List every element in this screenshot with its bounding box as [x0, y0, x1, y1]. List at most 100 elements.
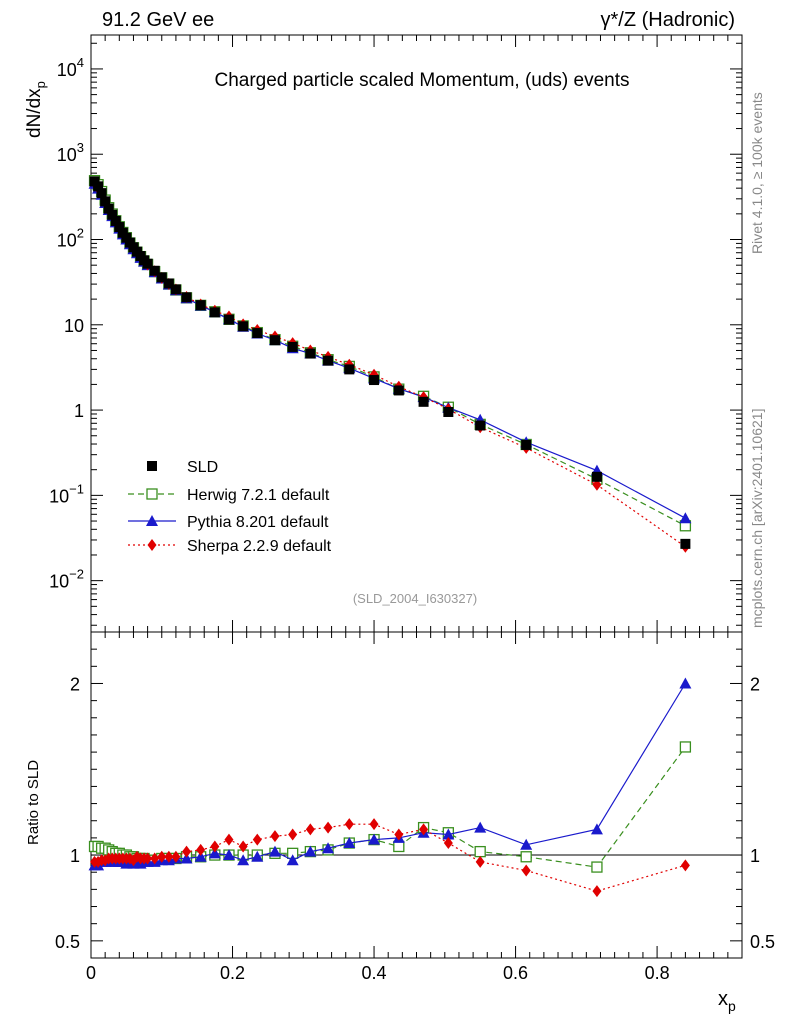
data-point [521, 439, 532, 450]
ratio-point [590, 823, 603, 835]
data-point [142, 258, 153, 269]
ratio-point [419, 823, 429, 836]
x-axis-label: xp [718, 988, 736, 1014]
data-point [418, 396, 429, 407]
data-point [679, 512, 692, 524]
ratio-point [196, 843, 206, 856]
x-tick-label: 0.4 [362, 963, 387, 983]
y-tick-label: 104 [57, 55, 84, 80]
y-tick-label: 10−2 [49, 567, 84, 592]
ratio-point [369, 818, 379, 831]
ratio-point [679, 741, 692, 753]
data-point [238, 321, 249, 332]
data-point [93, 181, 104, 192]
ratio-point [443, 837, 453, 850]
series-line [94, 182, 686, 548]
data-point [209, 307, 220, 318]
data-point [680, 538, 691, 549]
data-point [107, 209, 118, 220]
ratio-tick-label: 2 [70, 674, 80, 694]
ratio-point [208, 847, 221, 859]
ratio-point [224, 833, 234, 846]
ratio-point [270, 830, 280, 843]
x-tick-label: 0.2 [220, 963, 245, 983]
ratio-y-axis-label: Ratio to SLD [25, 760, 42, 845]
ratio-tick-label-right: 0.5 [750, 932, 775, 952]
ratio-point [143, 852, 153, 865]
analysis-label: (SLD_2004_I630327) [353, 591, 477, 606]
ratio-point [591, 861, 603, 873]
legend-marker [147, 461, 157, 471]
series-pythia [88, 177, 692, 871]
ratio-point [268, 845, 281, 857]
legend-marker [146, 488, 158, 500]
data-point [195, 300, 206, 311]
legend-marker [146, 515, 158, 526]
ratio-point [521, 864, 531, 877]
ratio-point [182, 845, 192, 858]
data-point [110, 215, 121, 226]
ratio-point [305, 823, 315, 836]
ratio-point [679, 677, 692, 689]
x-tick-label: 0.6 [503, 963, 528, 983]
ratio-point [150, 852, 160, 865]
ratio-tick-label: 0.5 [55, 932, 80, 952]
ratio-point [368, 833, 381, 845]
data-point [149, 265, 160, 276]
ratio-point [322, 842, 335, 854]
data-point [96, 188, 107, 199]
data-point [223, 314, 234, 325]
energy-label: 91.2 GeV ee [102, 9, 214, 31]
ratio-point [252, 833, 262, 846]
ratio-tick-label-right: 2 [750, 674, 760, 694]
y-tick-label: 103 [57, 140, 84, 165]
ratio-point [157, 850, 167, 863]
legend-label: Herwig 7.2.1 default [187, 487, 330, 504]
legend-label: Sherpa 2.2.9 default [187, 538, 332, 555]
ratio-point [251, 850, 264, 862]
ratio-point [344, 818, 354, 831]
ratio-point [475, 855, 485, 868]
ratio-point [592, 885, 602, 898]
ratio-point [288, 828, 298, 841]
ratio-point [474, 821, 487, 833]
legend-label: Pythia 8.201 default [187, 514, 329, 531]
data-point [443, 406, 454, 417]
ratio-point [304, 845, 317, 857]
data-point [323, 355, 334, 366]
rivet-label: Rivet 4.1.0, ≥ 100k events [749, 92, 765, 254]
legend: SLD Herwig 7.2.1 default Pythia 8.201 defa… [128, 459, 332, 555]
data-point [163, 278, 174, 289]
plot-title: Charged particle scaled Momentum, (uds) … [214, 70, 629, 91]
data-point [393, 385, 404, 396]
ratio-point [237, 854, 250, 866]
ratio-point [164, 850, 174, 863]
legend-label: SLD [187, 459, 218, 476]
x-tick-label: 0 [86, 963, 96, 983]
ratio-point [210, 840, 220, 853]
ratio-point [343, 837, 356, 849]
ratio-point [171, 850, 181, 863]
ratio-tick-label-right: 1 [750, 846, 760, 866]
data-point [475, 420, 486, 431]
y-axis-label: dN/dxp [24, 81, 48, 138]
legend-marker [147, 539, 157, 551]
ratio-point [323, 821, 333, 834]
series-group [88, 174, 692, 898]
ratio-point [680, 859, 690, 872]
y-tick-label: 102 [57, 226, 84, 251]
data-point [269, 335, 280, 346]
mcplots-label: mcplots.cern.ch [arXiv:2401.10621] [749, 409, 765, 628]
data-point [344, 364, 355, 375]
ratio-point [393, 840, 405, 853]
data-point [156, 272, 167, 283]
ratio-point [180, 852, 193, 864]
y-tick-label: 1 [74, 401, 84, 421]
ratio-plot-frame [90, 631, 743, 959]
data-point [170, 284, 181, 295]
ratio-point [238, 840, 248, 853]
ratio-point [520, 838, 533, 850]
data-point [181, 292, 192, 303]
